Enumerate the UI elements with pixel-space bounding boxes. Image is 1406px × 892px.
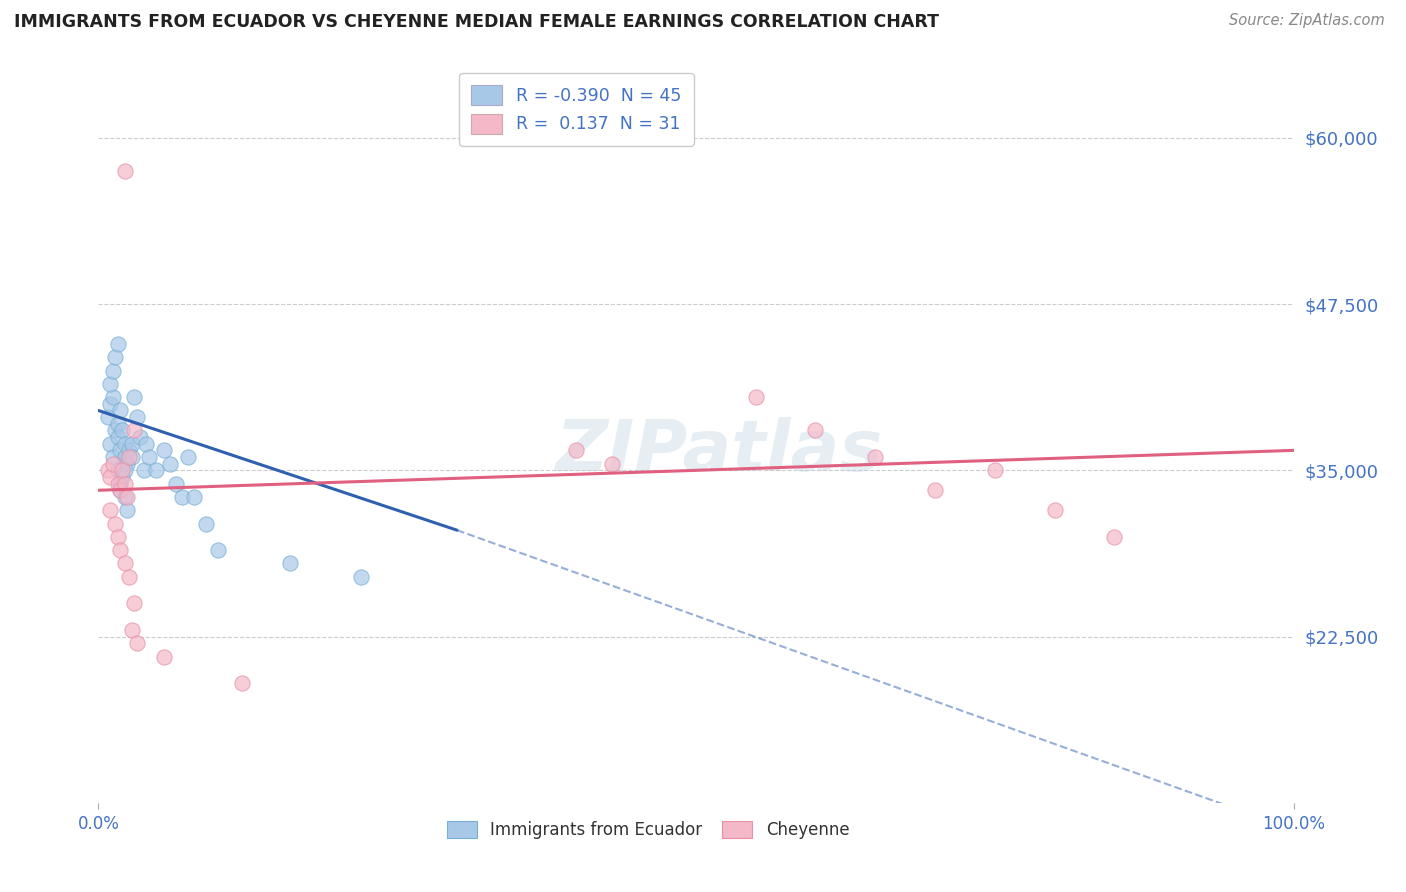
Point [111, 424, 134, 438]
Point [114, 557, 136, 571]
Point [108, 476, 131, 491]
Point [114, 436, 136, 450]
Point [118, 570, 141, 584]
Point [101, 450, 124, 464]
Text: ZIPatlas: ZIPatlas [557, 417, 883, 486]
Point [115, 503, 138, 517]
Point [107, 417, 129, 431]
Point [207, 543, 229, 558]
Point [114, 164, 136, 178]
Point [114, 490, 136, 504]
Point [745, 390, 768, 404]
Point [177, 450, 200, 464]
Point [804, 424, 827, 438]
Point [98, 376, 122, 391]
Text: IMMIGRANTS FROM ECUADOR VS CHEYENNE MEDIAN FEMALE EARNINGS CORRELATION CHART: IMMIGRANTS FROM ECUADOR VS CHEYENNE MEDI… [14, 13, 939, 31]
Point [172, 490, 194, 504]
Point [101, 390, 124, 404]
Text: Source: ZipAtlas.com: Source: ZipAtlas.com [1229, 13, 1385, 29]
Point [153, 649, 176, 664]
Point [565, 443, 588, 458]
Point [159, 457, 181, 471]
Point [98, 397, 122, 411]
Point [98, 436, 122, 450]
Point [104, 424, 127, 438]
Point [195, 516, 218, 531]
Point [145, 463, 167, 477]
Point [125, 410, 148, 425]
Point [108, 483, 131, 498]
Point [108, 543, 131, 558]
Point [107, 530, 129, 544]
Point [97, 410, 120, 425]
Point [350, 570, 373, 584]
Point [97, 463, 120, 477]
Point [98, 470, 122, 484]
Point [121, 450, 143, 464]
Point [183, 490, 205, 504]
Point [124, 596, 146, 610]
Point [114, 450, 136, 464]
Point [984, 463, 1007, 477]
Point [129, 430, 152, 444]
Point [108, 443, 131, 458]
Legend: Immigrants from Ecuador, Cheyenne: Immigrants from Ecuador, Cheyenne [440, 814, 856, 846]
Point [111, 463, 134, 477]
Point [101, 457, 124, 471]
Point [114, 463, 136, 477]
Point [231, 676, 253, 690]
Point [1104, 530, 1126, 544]
Point [108, 403, 131, 417]
Point [121, 623, 143, 637]
Point [865, 450, 887, 464]
Point [114, 476, 136, 491]
Point [107, 463, 129, 477]
Point [135, 436, 157, 450]
Point [118, 443, 141, 458]
Point [111, 470, 134, 484]
Point [115, 457, 138, 471]
Point [924, 483, 946, 498]
Point [124, 390, 146, 404]
Point [165, 476, 187, 491]
Point [98, 503, 122, 517]
Point [104, 351, 127, 365]
Point [107, 337, 129, 351]
Point [138, 450, 160, 464]
Point [115, 490, 138, 504]
Point [153, 443, 176, 458]
Point [1043, 503, 1066, 517]
Point [108, 483, 131, 498]
Point [101, 363, 124, 377]
Point [124, 424, 146, 438]
Point [107, 476, 129, 491]
Point [121, 436, 143, 450]
Point [104, 516, 127, 531]
Point [107, 430, 129, 444]
Point [132, 463, 155, 477]
Point [125, 636, 148, 650]
Point [118, 450, 141, 464]
Point [602, 457, 624, 471]
Point [278, 557, 301, 571]
